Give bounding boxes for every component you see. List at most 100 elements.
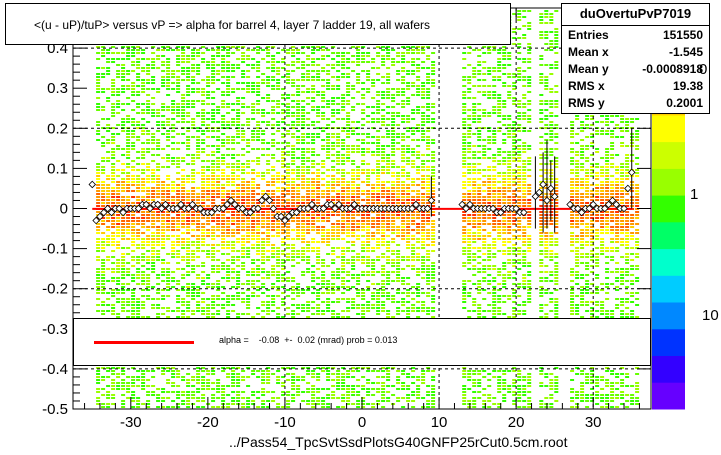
density-cell: [266, 382, 271, 384]
density-cell: [351, 199, 356, 201]
density-cell: [201, 400, 206, 402]
density-cell: [151, 193, 156, 195]
density-cell: [126, 310, 131, 312]
density-cell: [116, 145, 121, 147]
density-cell: [166, 121, 171, 123]
density-cell: [356, 196, 361, 198]
density-cell: [361, 61, 366, 63]
density-cell: [116, 181, 121, 183]
density-cell: [131, 82, 136, 84]
density-cell: [156, 121, 161, 123]
density-cell: [281, 103, 286, 105]
density-cell: [336, 271, 341, 273]
density-cell: [316, 175, 321, 177]
density-cell: [236, 121, 241, 123]
density-cell: [156, 55, 161, 57]
density-cell: [141, 316, 146, 318]
density-cell: [136, 304, 141, 306]
density-cell: [131, 220, 136, 222]
density-cell: [351, 391, 356, 393]
density-cell: [331, 97, 336, 99]
density-cell: [171, 217, 176, 219]
density-cell: [366, 394, 371, 396]
density-cell: [116, 133, 121, 135]
density-cell: [291, 163, 296, 165]
density-cell: [186, 139, 191, 141]
density-cell: [231, 295, 236, 297]
density-cell: [181, 133, 186, 135]
density-cell: [166, 367, 171, 369]
density-cell: [216, 73, 221, 75]
density-cell: [196, 196, 201, 198]
density-cell: [301, 202, 306, 204]
density-cell: [306, 286, 311, 288]
density-cell: [231, 220, 236, 222]
density-cell: [336, 79, 341, 81]
density-cell: [306, 190, 311, 192]
density-cell: [336, 298, 341, 300]
density-cell: [241, 103, 246, 105]
density-cell: [311, 121, 316, 123]
density-cell: [281, 385, 286, 387]
density-cell: [366, 142, 371, 144]
density-cell: [186, 271, 191, 273]
density-cell: [111, 58, 116, 60]
density-cell: [161, 184, 166, 186]
density-cell: [186, 379, 191, 381]
density-cell: [281, 301, 286, 303]
density-cell: [341, 385, 346, 387]
density-cell: [381, 121, 386, 123]
density-cell: [166, 73, 171, 75]
density-cell: [391, 280, 396, 282]
density-cell: [311, 70, 316, 72]
density-cell: [196, 247, 201, 249]
density-cell: [256, 130, 261, 132]
density-cell: [166, 262, 171, 264]
density-cell: [141, 214, 146, 216]
density-cell: [181, 55, 186, 57]
density-cell: [326, 118, 331, 120]
density-cell: [296, 148, 301, 150]
density-cell: [381, 103, 386, 105]
density-cell: [351, 106, 356, 108]
density-cell: [216, 181, 221, 183]
density-cell: [366, 178, 371, 180]
density-cell: [291, 253, 296, 255]
density-cell: [121, 58, 126, 60]
density-cell: [326, 124, 331, 126]
density-cell: [151, 136, 156, 138]
density-cell: [186, 304, 191, 306]
density-cell: [171, 199, 176, 201]
density-cell: [181, 199, 186, 201]
density-cell: [396, 61, 401, 63]
density-cell: [291, 316, 296, 318]
density-cell: [191, 292, 196, 294]
density-cell: [276, 112, 281, 114]
density-cell: [381, 376, 386, 378]
density-cell: [251, 181, 256, 183]
density-cell: [101, 166, 106, 168]
density-cell: [131, 130, 136, 132]
density-cell: [131, 148, 136, 150]
density-cell: [106, 73, 111, 75]
density-cell: [206, 112, 211, 114]
density-cell: [296, 292, 301, 294]
density-cell: [296, 106, 301, 108]
density-cell: [176, 202, 181, 204]
density-cell: [161, 124, 166, 126]
density-cell: [161, 397, 166, 399]
density-cell: [121, 262, 126, 264]
density-cell: [191, 181, 196, 183]
density-cell: [276, 121, 281, 123]
density-cell: [171, 400, 176, 402]
density-cell: [371, 169, 376, 171]
density-cell: [121, 286, 126, 288]
density-cell: [346, 85, 351, 87]
density-cell: [236, 397, 241, 399]
density-cell: [391, 94, 396, 96]
density-cell: [191, 70, 196, 72]
density-cell: [196, 229, 201, 231]
density-cell: [116, 193, 121, 195]
density-cell: [321, 286, 326, 288]
density-cell: [281, 190, 286, 192]
